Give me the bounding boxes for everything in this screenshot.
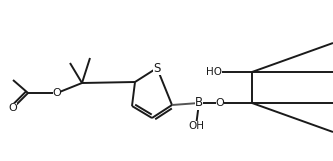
- Text: O: O: [9, 103, 17, 113]
- Text: O: O: [216, 98, 224, 108]
- Text: S: S: [153, 62, 161, 75]
- Text: OH: OH: [188, 121, 204, 131]
- Text: B: B: [195, 96, 203, 109]
- Text: O: O: [53, 88, 61, 98]
- Text: HO: HO: [206, 67, 222, 77]
